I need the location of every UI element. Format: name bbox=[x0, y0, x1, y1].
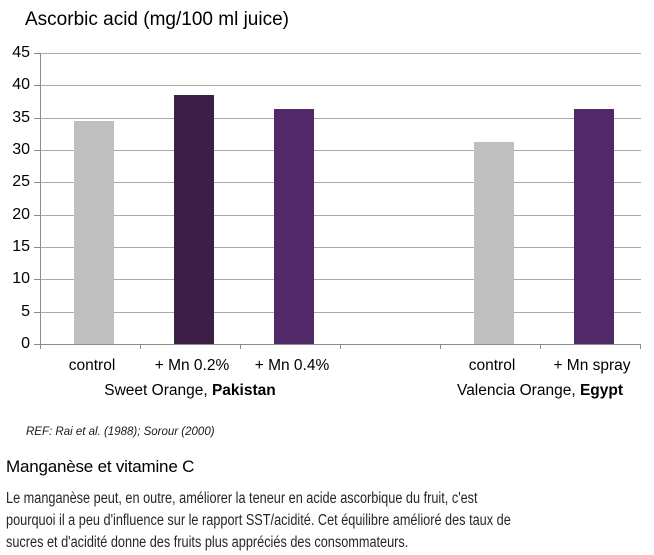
paragraph-line: Le manganèse peut, en outre, améliorer l… bbox=[6, 490, 478, 507]
y-axis-tick-label: 25 bbox=[12, 173, 30, 191]
x-axis-tick-mark bbox=[640, 345, 641, 349]
paragraph-line: pourquoi il a peu d'influence sur le rap… bbox=[6, 512, 511, 529]
group-label-bold: Egypt bbox=[579, 382, 623, 399]
reference-note: REF: Rai et al. (1988); Sorour (2000) bbox=[26, 426, 215, 438]
y-axis-tick-label: 20 bbox=[12, 205, 30, 223]
bar-control bbox=[74, 120, 114, 344]
x-axis-category-label: control bbox=[68, 357, 116, 374]
y-axis-tick-mark bbox=[34, 150, 40, 151]
x-axis-group-label: Sweet Orange, Pakistan bbox=[40, 382, 340, 400]
y-axis-tick-label: 40 bbox=[12, 76, 30, 94]
x-axis-tick-mark bbox=[240, 345, 241, 349]
x-axis-category-label: control bbox=[468, 357, 516, 374]
gridline bbox=[41, 247, 641, 248]
section-heading: Manganèse et vitamine C bbox=[6, 457, 195, 476]
x-axis-tick-mark bbox=[140, 345, 141, 349]
y-axis-tick-label: 45 bbox=[12, 44, 30, 61]
gridline bbox=[41, 311, 641, 313]
x-axis-group-label: Valencia Orange, Egypt bbox=[440, 382, 640, 400]
bar-Mn-spray bbox=[574, 109, 614, 344]
gridline bbox=[41, 53, 641, 54]
x-axis-category-label: + Mn 0.4% bbox=[254, 357, 330, 374]
y-axis-tick-label: 0 bbox=[21, 335, 30, 352]
group-label-bold: Pakistan bbox=[211, 382, 276, 399]
gridline bbox=[41, 214, 641, 216]
y-axis-tick-label: 15 bbox=[12, 238, 30, 255]
x-axis-tick-mark bbox=[540, 345, 541, 349]
y-axis-tick-mark bbox=[34, 247, 40, 248]
bar-Mn-0-4 bbox=[274, 108, 314, 344]
gridline bbox=[41, 150, 641, 151]
y-axis-tick-label: 5 bbox=[21, 302, 30, 320]
y-axis-tick-mark bbox=[34, 85, 40, 87]
gridline bbox=[41, 85, 641, 87]
bar-chart: 0 5 10 15 20 25 30 35 40 45 control + Mn 0.2% + Mn 0… bbox=[12, 44, 641, 400]
y-axis-tick-label: 10 bbox=[12, 270, 30, 288]
y-axis-tick-mark bbox=[34, 344, 40, 345]
x-axis-tick-mark bbox=[440, 345, 441, 349]
gridline bbox=[41, 117, 641, 119]
chart-title: Ascorbic acid (mg/100 ml juice) bbox=[25, 9, 289, 30]
bar-control bbox=[474, 142, 514, 344]
y-axis-tick-mark bbox=[34, 214, 40, 216]
y-axis-tick-mark bbox=[34, 53, 40, 54]
x-axis-category-label: + Mn spray bbox=[553, 357, 631, 374]
paragraph-line: sucres et d'acidité donne des fruits plu… bbox=[6, 534, 409, 551]
group-label-plain: Sweet Orange, bbox=[104, 382, 212, 399]
y-axis-tick-label: 35 bbox=[12, 108, 30, 126]
y-axis-tick-mark bbox=[34, 279, 40, 281]
y-axis-tick-mark bbox=[34, 117, 40, 119]
body-paragraph: Le manganèse peut, en outre, améliorer l… bbox=[6, 488, 622, 554]
bar-Mn-0-2 bbox=[174, 95, 214, 344]
x-axis-category-label: + Mn 0.2% bbox=[154, 357, 230, 374]
x-axis-tick-mark bbox=[40, 345, 41, 349]
x-axis-tick-mark bbox=[340, 345, 341, 349]
gridline bbox=[41, 279, 641, 281]
y-axis-tick-mark bbox=[34, 311, 40, 313]
gridline bbox=[41, 182, 641, 184]
y-axis-tick-mark bbox=[34, 182, 40, 184]
plot-area bbox=[40, 53, 641, 345]
y-axis-tick-label: 30 bbox=[12, 141, 30, 158]
group-label-plain: Valencia Orange, bbox=[457, 382, 580, 399]
